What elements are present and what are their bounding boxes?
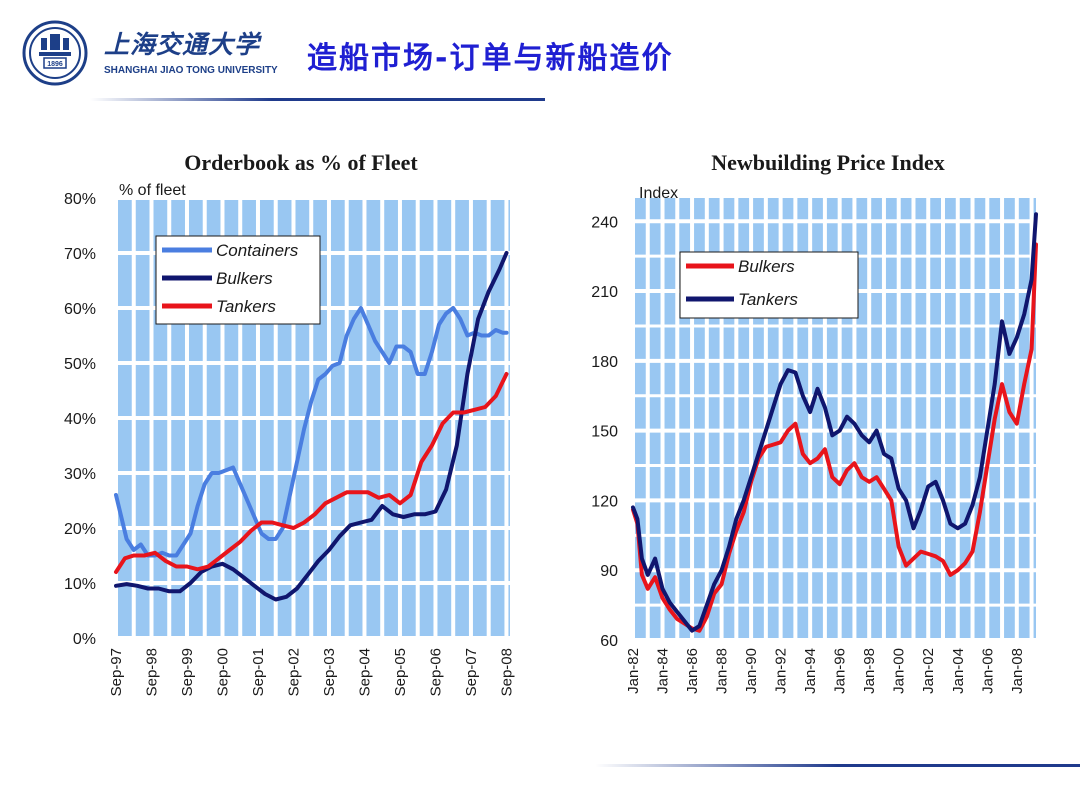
price-index-chart-title: Newbuilding Price Index (711, 150, 944, 175)
price-index-x-tick-label: Jan-90 (743, 648, 760, 694)
price-index-x-tick-label: Jan-88 (714, 648, 731, 694)
price-index-y-tick-label: 150 (591, 424, 618, 441)
orderbook-legend-label-bulkers: Bulkers (216, 269, 273, 288)
price-index-x-tick-label: Jan-98 (861, 648, 878, 694)
orderbook-y-tick-label: 20% (64, 521, 96, 538)
orderbook-x-tick-label: Sep-99 (179, 648, 196, 696)
logo-english-name: SHANGHAI JIAO TONG UNIVERSITY (104, 65, 278, 76)
orderbook-x-tick-label: Sep-07 (463, 648, 480, 696)
orderbook-legend-label-containers: Containers (216, 241, 299, 260)
orderbook-x-tick-label: Sep-98 (143, 648, 160, 696)
price-index-x-tick-label: Jan-02 (920, 648, 937, 694)
price-index-y-tick-label: 60 (600, 633, 618, 650)
orderbook-chart: Orderbook as % of Fleet % of fleet 0% 10%… (64, 150, 515, 696)
orderbook-y-tick-label: 50% (64, 356, 96, 373)
orderbook-x-tick-label: Sep-08 (498, 648, 515, 696)
price-index-legend-box (679, 251, 859, 319)
orderbook-x-tick-label: Sep-04 (356, 648, 373, 696)
price-index-x-tick-label: Jan-84 (655, 648, 672, 694)
price-index-x-tick-label: Jan-82 (625, 648, 642, 694)
price-index-y-tick-label: 210 (591, 284, 618, 301)
price-index-x-tick-label: Jan-86 (684, 648, 701, 694)
seal-year: 1896 (47, 61, 63, 68)
price-index-legend: Bulkers Tankers (679, 251, 859, 319)
orderbook-x-tick-label: Sep-05 (392, 648, 409, 696)
title-divider (90, 98, 545, 101)
price-index-y-unit-label: Index (639, 185, 678, 202)
orderbook-series-tankers (114, 372, 509, 574)
orderbook-series-bulkers (114, 251, 509, 602)
price-index-x-tick-label: Jan-04 (950, 648, 967, 694)
university-seal-icon: 1896 (22, 20, 88, 86)
orderbook-x-tick-label: Sep-00 (214, 648, 231, 696)
orderbook-y-tick-label: 80% (64, 191, 96, 208)
orderbook-x-tick-label: Sep-97 (108, 648, 125, 696)
price-index-legend-label-tankers: Tankers (738, 290, 798, 309)
orderbook-y-tick-label: 70% (64, 246, 96, 263)
price-index-y-tick-label: 120 (591, 493, 618, 510)
orderbook-y-tick-label: 10% (64, 576, 96, 593)
price-index-y-tick-label: 240 (591, 214, 618, 231)
orderbook-x-tick-label: Sep-01 (250, 648, 267, 696)
price-index-series-tankers (631, 212, 1038, 633)
orderbook-legend-label-tankers: Tankers (216, 297, 276, 316)
orderbook-y-unit-label: % of fleet (119, 182, 186, 199)
price-index-x-tick-label: Jan-92 (773, 648, 790, 694)
orderbook-y-tick-label: 60% (64, 301, 96, 318)
price-index-x-tick-label: Jan-08 (1009, 648, 1026, 694)
price-index-chart: Newbuilding Price Index Index 60 90 120 150… (591, 150, 1038, 694)
price-index-x-tick-label: Jan-06 (979, 648, 996, 694)
price-index-y-tick-label: 90 (600, 563, 618, 580)
orderbook-x-tick-label: Sep-02 (285, 648, 302, 696)
footer-divider (595, 764, 1080, 767)
price-index-x-tick-label: Jan-94 (802, 648, 819, 694)
price-index-x-tick-label: Jan-96 (832, 648, 849, 694)
orderbook-y-tick-label: 30% (64, 466, 96, 483)
price-index-legend-label-bulkers: Bulkers (738, 257, 795, 276)
orderbook-series-containers (114, 306, 509, 558)
slide-header: 1896 上海交通大学 SHANGHAI JIAO TONG UNIVERSIT… (0, 0, 1080, 110)
orderbook-y-tick-label: 40% (64, 411, 96, 428)
orderbook-y-tick-label: 0% (73, 631, 96, 648)
page-title: 造船市场-订单与新船造价 (307, 41, 674, 76)
price-index-x-tick-label: Jan-00 (891, 648, 908, 694)
orderbook-legend: Containers Bulkers Tankers (155, 235, 321, 325)
orderbook-x-tick-label: Sep-03 (321, 648, 338, 696)
orderbook-x-tick-label: Sep-06 (427, 648, 444, 696)
orderbook-chart-title: Orderbook as % of Fleet (184, 150, 418, 175)
price-index-y-tick-label: 180 (591, 354, 618, 371)
logo-chinese-name: 上海交通大学 (104, 30, 261, 59)
